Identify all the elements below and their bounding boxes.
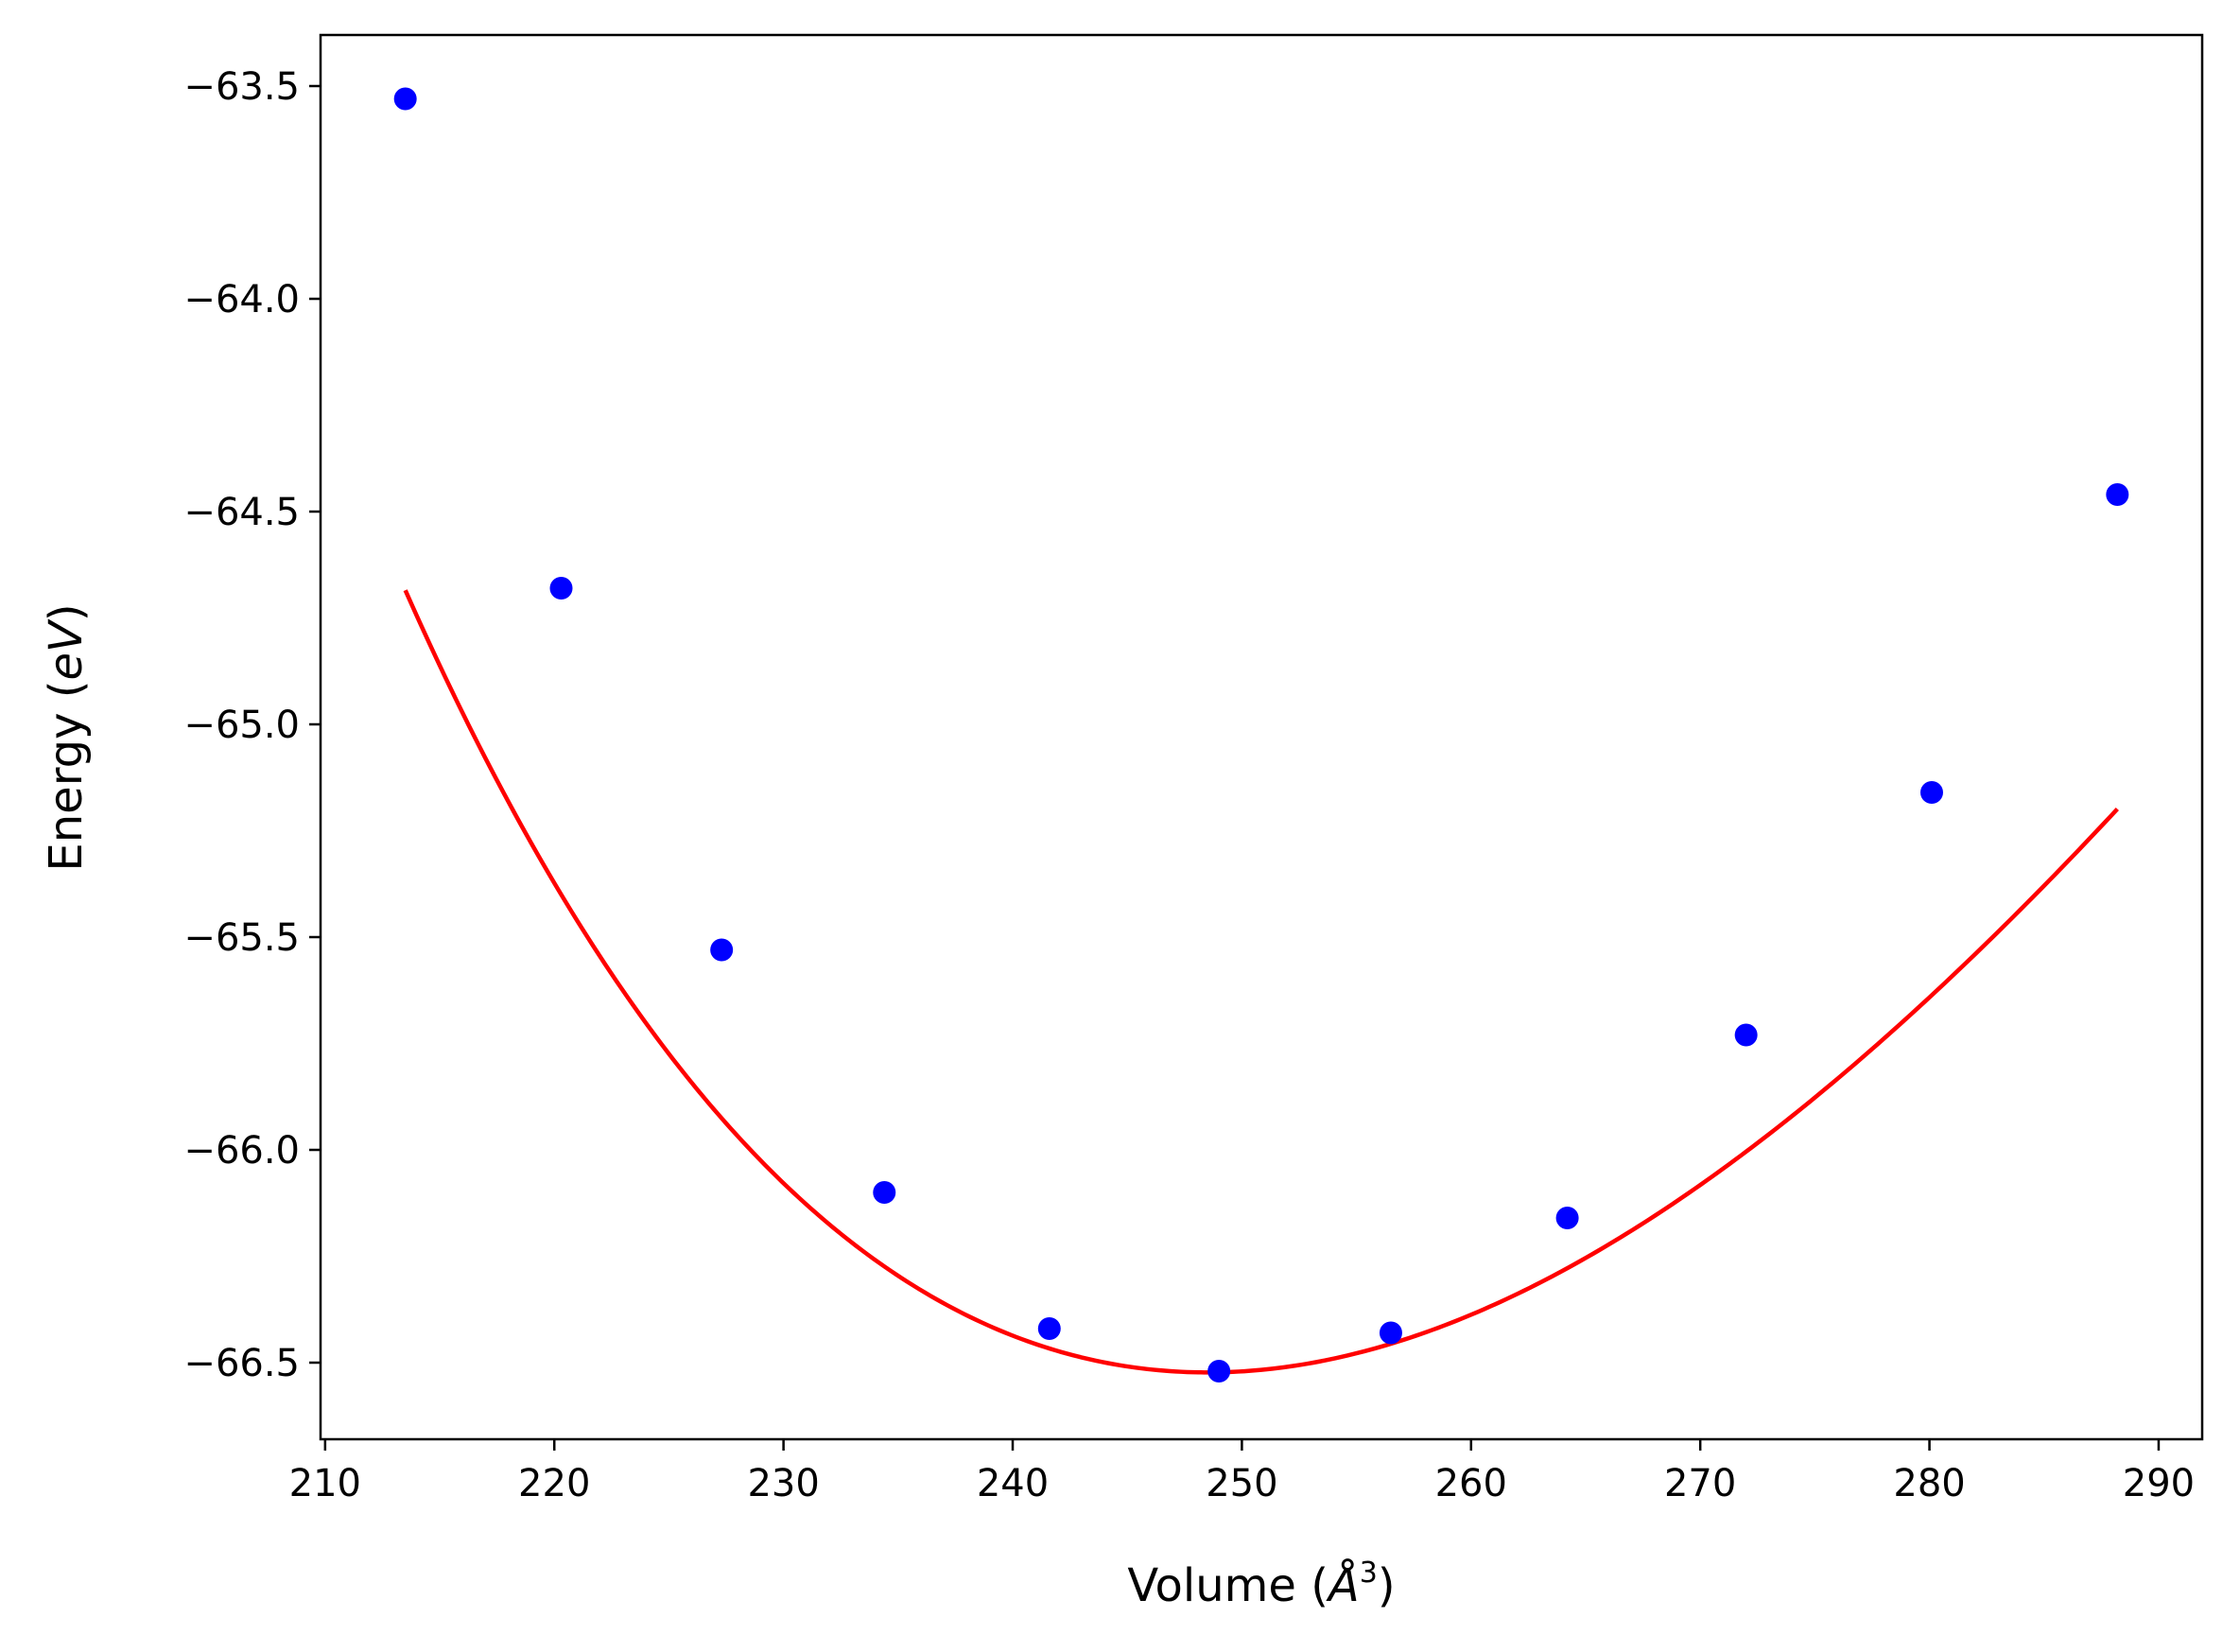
y-tick-label: −64.5 [183,491,300,534]
data-point [1555,1207,1579,1229]
y-tick-label: −63.5 [183,65,300,109]
fit-curve-layer [403,589,2119,1375]
data-point [393,87,417,111]
y-tick-label: −65.0 [183,704,300,747]
data-point [873,1181,896,1204]
data-point [1379,1321,1402,1345]
y-tick-label: −65.5 [183,916,300,960]
x-axis-ticks: 210 220 230 240 250 260 270 280 290 [289,1439,2195,1505]
x-tick-label: 250 [1206,1462,1277,1505]
data-point [1037,1317,1061,1340]
y-tick-label: −64.0 [183,278,300,322]
data-point [710,938,734,962]
x-tick-label: 210 [289,1462,361,1505]
data-point [549,577,573,600]
y-tick-label: −66.0 [183,1129,300,1173]
plot-frame [319,33,2204,1441]
x-axis-title: Volume (Å3) [1127,1556,1395,1612]
data-point [1919,781,1943,804]
fit-curve-line [403,589,2119,1375]
data-point [1207,1360,1231,1382]
data-points-layer [393,87,2129,1382]
y-axis-ticks: −63.5 −64.0 −64.5 −65.0 −65.5 −66.0 −66.5 [183,65,321,1385]
x-tick-label: 220 [518,1462,590,1505]
x-tick-label: 270 [1664,1462,1736,1505]
x-tick-label: 280 [1893,1462,1965,1505]
x-tick-label: 260 [1435,1462,1507,1505]
x-tick-label: 290 [2123,1462,2195,1505]
data-point [2106,483,2129,506]
y-axis-title: Energy (eV) [40,603,93,871]
data-point [1734,1023,1758,1047]
x-tick-label: 230 [747,1462,819,1505]
x-tick-label: 240 [977,1462,1049,1505]
y-tick-label: −66.5 [183,1342,300,1385]
